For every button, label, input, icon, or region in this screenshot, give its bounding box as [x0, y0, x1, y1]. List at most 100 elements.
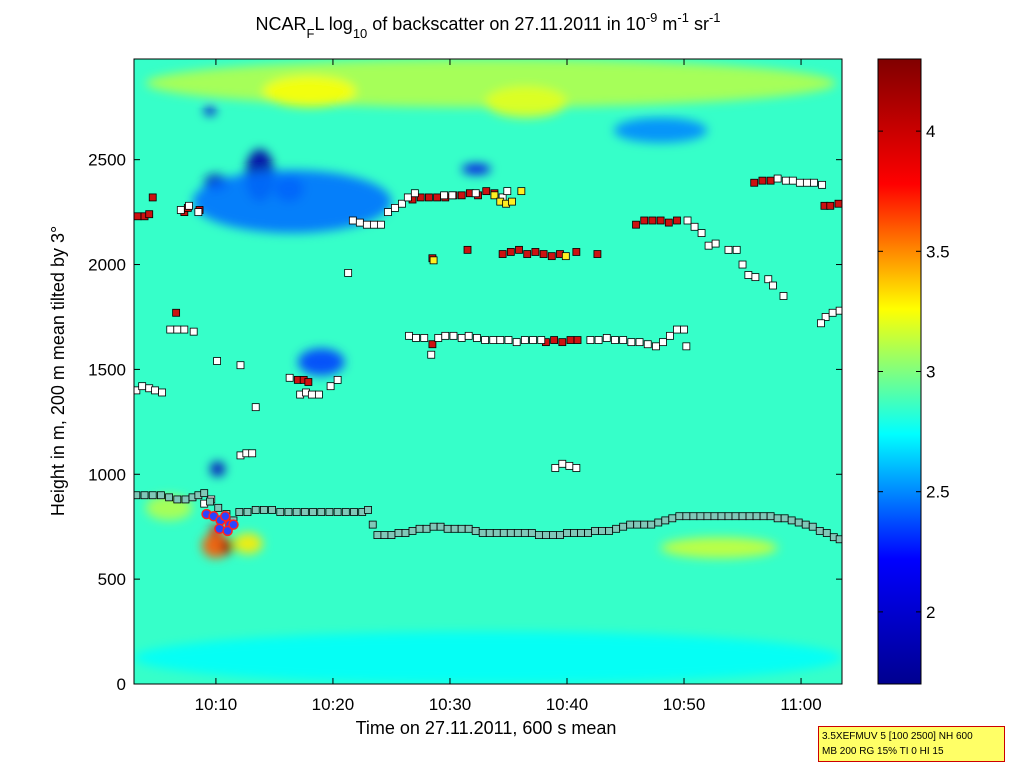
layer-marker	[173, 325, 182, 334]
layer-marker	[648, 216, 657, 225]
layer-marker	[425, 193, 433, 202]
layer-marker	[724, 245, 733, 254]
layer-marker	[710, 512, 719, 521]
layer-marker	[457, 524, 466, 533]
layer-marker	[405, 331, 413, 340]
info-box-line1: 3.5XEFMUV 5 [100 2500] NH 600	[822, 731, 973, 742]
layer-marker	[433, 193, 441, 202]
layer-marker	[572, 248, 581, 256]
layer-marker	[802, 178, 811, 187]
heatmap-feature	[262, 75, 357, 108]
layer-marker	[683, 216, 692, 225]
layer-marker	[387, 531, 396, 539]
layer-marker	[682, 512, 691, 521]
layer-marker	[563, 529, 571, 537]
layer-marker	[206, 497, 214, 506]
layer-marker	[573, 336, 582, 344]
y-axis: 0 500 1000 1500 2000 2500	[88, 151, 842, 694]
colorbar-tick-label: 2	[926, 603, 935, 622]
layer-marker	[781, 176, 790, 185]
layer-marker	[675, 512, 684, 521]
layer-marker	[570, 529, 578, 537]
layer-marker	[605, 526, 614, 535]
layer-marker	[673, 325, 681, 334]
x-tick-label: 11:00	[780, 695, 821, 714]
layer-marker	[593, 250, 602, 258]
layer-marker	[633, 520, 642, 529]
colorbar-gradient	[877, 58, 922, 685]
layer-marker	[689, 512, 698, 521]
layer-marker	[549, 531, 557, 539]
layer-marker	[134, 386, 141, 395]
heatmap-feature	[233, 532, 263, 554]
layer-marker	[643, 340, 652, 349]
layer-marker	[362, 220, 371, 229]
heatmap-feature	[204, 105, 216, 116]
layer-marker	[506, 248, 515, 256]
layer-marker	[464, 331, 473, 340]
layer-marker	[333, 508, 342, 516]
layer-marker	[561, 252, 570, 261]
layer-marker	[787, 516, 796, 525]
layer-marker	[732, 245, 741, 254]
layer-marker	[377, 220, 385, 229]
layer-marker	[276, 508, 285, 516]
layer-marker	[664, 218, 673, 227]
heatmap-feature	[485, 86, 567, 118]
x-axis: 10:10 10:20 10:30 10:40 10:50 11:00	[195, 59, 822, 714]
layer-marker	[415, 524, 424, 533]
layer-marker	[157, 491, 165, 500]
layer-marker	[434, 334, 443, 342]
layer-marker	[795, 178, 804, 187]
layer-marker	[591, 526, 599, 535]
layer-marker	[527, 529, 536, 537]
layer-marker	[134, 491, 141, 500]
layer-marker	[251, 506, 260, 514]
y-axis-label: Height in m, 200 m mean tilted by 3°	[48, 226, 68, 516]
layer-marker	[780, 514, 789, 523]
y-tick-label: 1500	[88, 360, 126, 379]
layer-marker	[464, 524, 473, 533]
layer-marker	[134, 212, 142, 221]
colorbar-tick-label: 3	[926, 363, 935, 382]
layer-marker	[292, 508, 301, 516]
layer-marker	[185, 201, 193, 210]
layer-marker	[489, 336, 498, 344]
layer-marker	[558, 459, 567, 468]
layer-marker	[619, 522, 628, 531]
layer-marker	[647, 520, 656, 529]
layer-marker	[542, 531, 550, 539]
layer-marker	[350, 508, 358, 516]
y-tick-label: 2000	[88, 256, 126, 275]
layer-marker	[220, 510, 231, 522]
layer-marker	[835, 535, 842, 544]
layer-marker	[248, 449, 257, 458]
layer-marker	[391, 204, 399, 212]
layer-marker	[547, 252, 556, 261]
layer-marker	[751, 273, 760, 282]
layer-marker	[373, 531, 382, 539]
layer-marker	[808, 522, 817, 531]
layer-marker	[422, 524, 431, 533]
layer-marker	[176, 206, 185, 214]
layer-marker	[565, 461, 574, 470]
info-box: 3.5XEFMUV 5 [100 2500] NH 600 MB 200 RG …	[818, 726, 1005, 762]
colorbar-ticks: 2 2.5 3 3.5 4	[878, 122, 950, 622]
layer-marker	[640, 216, 649, 225]
layer-marker	[463, 245, 472, 254]
layer-marker	[180, 325, 189, 334]
layer-marker	[344, 269, 353, 277]
layer-marker	[148, 491, 157, 500]
layer-marker	[738, 512, 747, 521]
layer-marker	[539, 250, 548, 258]
layer-marker	[758, 176, 767, 185]
layer-marker	[731, 512, 740, 521]
layer-marker	[482, 187, 491, 196]
layer-marker	[401, 529, 410, 537]
layer-marker	[711, 239, 720, 248]
layer-marker	[140, 491, 149, 500]
layer-marker	[835, 306, 842, 315]
layer-marker	[222, 525, 233, 537]
layer-marker	[550, 336, 559, 344]
